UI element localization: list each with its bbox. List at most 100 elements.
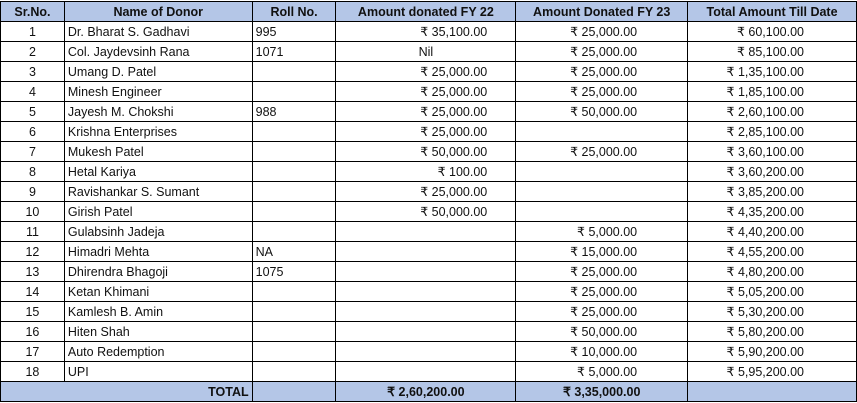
total-till-date-cell: ₹ 3,60,100.00	[687, 141, 857, 162]
table-row: 4 Minesh Engineer ₹ 25,000.00 ₹ 25,000.00 ₹ …	[0, 81, 857, 102]
fy22-amount-cell: ₹ 35,100.00	[335, 21, 517, 42]
donor-name-cell: Kamlesh B. Amin	[63, 301, 253, 322]
fy22-amount-cell	[335, 241, 517, 262]
sr-no-cell: 14	[0, 281, 65, 302]
sr-no-cell: 18	[0, 361, 65, 382]
sr-no-cell: 17	[0, 341, 65, 362]
donor-name-cell: Ravishankar S. Sumant	[63, 181, 253, 202]
donor-name-cell: Hiten Shah	[63, 321, 253, 342]
fy22-amount-cell: ₹ 50,000.00	[335, 141, 517, 162]
sr-no-cell: 16	[0, 321, 65, 342]
total-till-date-cell: ₹ 5,30,200.00	[687, 301, 857, 322]
total-till-date-cell: ₹ 1,35,100.00	[687, 61, 857, 82]
roll-no-cell	[251, 361, 337, 382]
donor-name-cell: Hetal Kariya	[63, 161, 253, 182]
fy23-amount-cell	[515, 201, 689, 222]
sr-no-cell: 12	[0, 241, 65, 262]
donor-name-cell: Ketan Khimani	[63, 281, 253, 302]
donor-name-cell: UPI	[63, 361, 253, 382]
donor-name-cell: Dhirendra Bhagoji	[63, 261, 253, 282]
fy22-amount-cell: Nil	[335, 41, 517, 62]
table-row: 16 Hiten Shah ₹ 50,000.00 ₹ 5,80,200.00	[0, 321, 857, 342]
table-row: 14 Ketan Khimani ₹ 25,000.00 ₹ 5,05,200.00	[0, 281, 857, 302]
roll-no-cell: 988	[251, 101, 337, 122]
sr-no-cell: 4	[0, 81, 65, 102]
table-row: 5 Jayesh M. Chokshi 988 ₹ 25,000.00 ₹ 50,000…	[0, 101, 857, 122]
donor-name-cell: Krishna Enterprises	[63, 121, 253, 142]
table-row: 3 Umang D. Patel ₹ 25,000.00 ₹ 25,000.00 ₹ 1…	[0, 61, 857, 82]
fy22-amount-cell	[335, 221, 517, 242]
roll-no-cell: NA	[251, 241, 337, 262]
fy23-amount-cell	[515, 121, 689, 142]
donor-name-cell: Auto Redemption	[63, 341, 253, 362]
total-till-date-cell: ₹ 5,80,200.00	[687, 321, 857, 342]
fy23-amount-cell: ₹ 25,000.00	[515, 81, 689, 102]
total-till-date-cell: ₹ 2,60,100.00	[687, 101, 857, 122]
roll-no-cell: 1071	[251, 41, 337, 62]
fy22-amount-cell	[335, 281, 517, 302]
table-row: 13 Dhirendra Bhagoji 1075 ₹ 25,000.00 ₹ 4,80…	[0, 261, 857, 282]
table-row: 9 Ravishankar S. Sumant ₹ 25,000.00 ₹ 3,85,…	[0, 181, 857, 202]
roll-no-cell	[251, 321, 337, 342]
sr-no-cell: 7	[0, 141, 65, 162]
table-row: 11 Gulabsinh Jadeja ₹ 5,000.00 ₹ 4,40,200.0…	[0, 221, 857, 242]
roll-no-cell	[251, 301, 337, 322]
total-till-date-cell: ₹ 4,80,200.00	[687, 261, 857, 282]
table-row: 8 Hetal Kariya ₹ 100.00 ₹ 3,60,200.00	[0, 161, 857, 182]
donor-name-cell: Himadri Mehta	[63, 241, 253, 262]
roll-no-cell	[251, 181, 337, 202]
total-till-date-cell: ₹ 3,85,200.00	[687, 181, 857, 202]
header-fy23: Amount Donated FY 23	[515, 1, 689, 22]
total-till-date-cell: ₹ 60,100.00	[687, 21, 857, 42]
donor-name-cell: Col. Jaydevsinh Rana	[63, 41, 253, 62]
table-row: 2 Col. Jaydevsinh Rana 1071 Nil ₹ 25,000.00 ₹…	[0, 41, 857, 62]
total-row: TOTAL ₹ 2,60,200.00 ₹ 3,35,000.00	[0, 381, 857, 402]
sr-no-cell: 10	[0, 201, 65, 222]
total-till-date-cell: ₹ 3,60,200.00	[687, 161, 857, 182]
fy23-amount-cell: ₹ 5,000.00	[515, 221, 689, 242]
header-fy22: Amount donated FY 22	[335, 1, 517, 22]
total-fy23: ₹ 3,35,000.00	[515, 381, 689, 402]
total-till-date-cell: ₹ 85,100.00	[687, 41, 857, 62]
sr-no-cell: 5	[0, 101, 65, 122]
donor-name-cell: Mukesh Patel	[63, 141, 253, 162]
table-row: 17 Auto Redemption ₹ 10,000.00 ₹ 5,90,200.0…	[0, 341, 857, 362]
fy23-amount-cell: ₹ 10,000.00	[515, 341, 689, 362]
roll-no-cell	[251, 61, 337, 82]
donor-name-cell: Gulabsinh Jadeja	[63, 221, 253, 242]
fy22-amount-cell	[335, 301, 517, 322]
total-till-date-cell: ₹ 2,85,100.00	[687, 121, 857, 142]
sr-no-cell: 11	[0, 221, 65, 242]
fy23-amount-cell: ₹ 50,000.00	[515, 321, 689, 342]
donor-name-cell: Umang D. Patel	[63, 61, 253, 82]
total-till-date-cell	[687, 381, 857, 402]
table-row: 15 Kamlesh B. Amin ₹ 25,000.00 ₹ 5,30,200.0…	[0, 301, 857, 322]
fy22-amount-cell: ₹ 25,000.00	[335, 61, 517, 82]
total-till-date-cell: ₹ 5,05,200.00	[687, 281, 857, 302]
header-name: Name of Donor	[63, 1, 253, 22]
donor-name-cell: Jayesh M. Chokshi	[63, 101, 253, 122]
roll-no-cell: 1075	[251, 261, 337, 282]
sr-no-cell: 8	[0, 161, 65, 182]
total-till-date-cell: ₹ 4,35,200.00	[687, 201, 857, 222]
fy22-amount-cell	[335, 361, 517, 382]
fy22-amount-cell	[335, 341, 517, 362]
sr-no-cell: 6	[0, 121, 65, 142]
total-label: TOTAL	[0, 381, 253, 402]
sr-no-cell: 13	[0, 261, 65, 282]
table-row: 6 Krishna Enterprises ₹ 25,000.00 ₹ 2,85,10…	[0, 121, 857, 142]
fy23-amount-cell: ₹ 15,000.00	[515, 241, 689, 262]
fy23-amount-cell: ₹ 5,000.00	[515, 361, 689, 382]
roll-no-cell	[251, 221, 337, 242]
total-till-date-cell: ₹ 1,85,100.00	[687, 81, 857, 102]
fy23-amount-cell	[515, 161, 689, 182]
fy22-amount-cell: ₹ 100.00	[335, 161, 517, 182]
roll-no-cell	[251, 341, 337, 362]
sr-no-cell: 9	[0, 181, 65, 202]
fy23-amount-cell: ₹ 25,000.00	[515, 41, 689, 62]
donor-name-cell: Girish Patel	[63, 201, 253, 222]
header-row: Sr.No. Name of Donor Roll No. Amount don…	[0, 1, 857, 22]
fy23-amount-cell: ₹ 25,000.00	[515, 141, 689, 162]
total-till-date-cell: ₹ 4,55,200.00	[687, 241, 857, 262]
header-roll: Roll No.	[251, 1, 337, 22]
